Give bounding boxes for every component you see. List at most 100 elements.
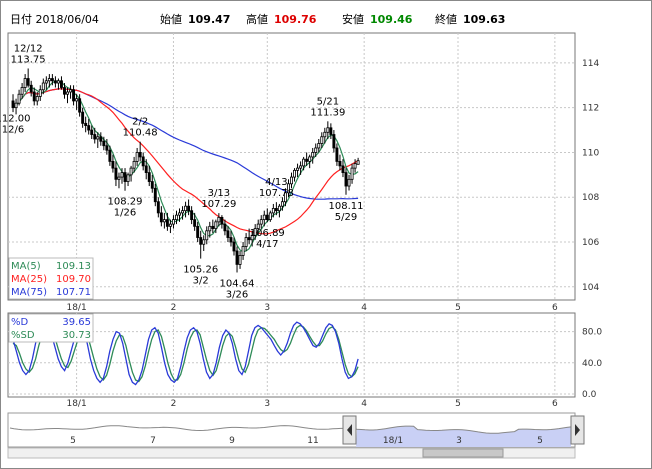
candle-body [332,134,336,149]
navigator-label: 11 [307,436,318,446]
annotation-price: 108.29 [108,197,143,208]
candlestick [184,201,188,218]
candle-body [341,165,345,173]
navigator-labels: 5 7 9 11 18/1 3 5 [70,436,543,446]
navigator-scrollbar-track[interactable] [7,447,576,459]
candle-body [202,239,206,245]
candle-body [14,102,18,109]
candle-body [274,208,278,212]
annotation-price: 111.39 [310,107,345,118]
candlesticks [11,68,360,273]
candlestick [129,165,133,182]
candlestick [274,202,278,216]
x-tick-label: 4 [361,399,367,409]
candle-body [105,145,109,151]
candle-body [72,89,76,102]
candle-body [96,136,100,140]
x-tick-label: 6 [552,303,558,313]
candlestick [75,94,79,110]
candle-body [350,167,354,180]
candlestick [126,172,130,187]
annotation-date: 3/2 [193,276,209,287]
candlestick [190,206,194,225]
ma5-label: MA(5) [11,261,41,272]
candle-body [305,158,309,162]
open-label: 始値 [160,12,182,26]
candle-body [302,158,306,167]
navigator-left-handle[interactable] [342,415,357,445]
y-tick-label: 106 [582,238,599,248]
candle-body [175,214,178,221]
candle-body [290,176,293,185]
candle-body [123,172,127,182]
range-navigator[interactable]: 5 7 9 11 18/1 3 5 [7,412,585,459]
navigator-label: 5 [537,436,543,446]
candle-body [159,212,163,223]
navigator-right-handle[interactable] [570,415,585,445]
candle-body [60,80,63,88]
candlestick [317,139,321,153]
annotation-price: 113.75 [11,54,46,65]
candlestick [117,172,121,189]
candlestick [17,89,21,106]
stochastic-panel: 0.0 40.0 80.0 %D 39.65 %SD 30.73 [7,312,602,400]
candle-body [147,172,151,182]
navigator-scrollbar-thumb[interactable] [422,448,504,458]
candlestick [93,127,97,144]
candlestick [162,212,166,229]
candlestick [268,210,272,222]
candlestick [323,127,327,144]
candlestick [135,147,139,166]
candlestick [320,132,324,148]
x-tick-label: 3 [264,303,270,313]
candle-body [250,234,254,241]
candlestick [214,219,218,234]
candle-body [208,225,212,232]
candle-body [338,161,342,167]
open-value: 109.47 [188,13,230,26]
candlestick [344,168,348,195]
candlestick [63,83,66,99]
candle-body [320,136,324,144]
candle-body [47,78,51,82]
candle-body [117,176,121,180]
candlestick [187,199,191,216]
y-tick-label: 0.0 [582,390,597,400]
candlestick [287,179,290,198]
candle-body [81,111,85,124]
candle-body [53,80,57,84]
candlestick [84,116,88,133]
stochastic-legend-box [8,313,94,343]
candle-body [111,161,115,169]
candle-body [41,82,45,91]
candlestick [247,228,251,245]
candlestick [280,197,284,211]
candlestick [14,98,18,115]
annotation-date: 3/26 [226,289,248,300]
candlestick [168,219,172,234]
candle-body [287,183,290,194]
y-tick-label: 40.0 [582,359,602,369]
candle-body [126,174,130,182]
candle-body [93,134,97,140]
candlestick [156,197,160,218]
candle-body [75,98,79,102]
candle-body [171,219,175,225]
candlestick [293,168,296,182]
stochastic-lines [12,321,359,386]
ma75-label: MA(75) [11,287,47,298]
x-tick-label: 18/1 [66,303,86,313]
candle-body [20,87,24,95]
candle-body [63,87,66,95]
candlestick [277,203,281,218]
candlestick [271,203,275,218]
k-line [12,321,359,386]
candle-body [205,230,209,241]
date-title: 日付 2018/06/04 [10,13,99,26]
candlestick [326,121,330,140]
candlestick [211,219,215,234]
sd-line [12,324,359,383]
candlestick [138,141,142,162]
k-value: 39.65 [62,317,91,328]
